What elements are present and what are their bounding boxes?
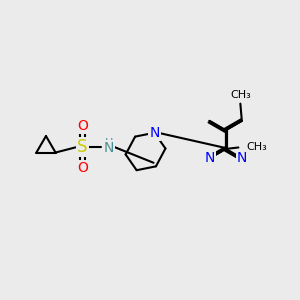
Text: N: N (237, 151, 247, 165)
Text: N: N (104, 141, 114, 155)
Text: O: O (77, 118, 88, 133)
Text: H: H (105, 139, 113, 148)
Text: CH₃: CH₃ (246, 142, 267, 152)
Text: N: N (204, 151, 214, 165)
Text: S: S (77, 138, 88, 156)
Text: O: O (77, 161, 88, 176)
Text: CH₃: CH₃ (230, 90, 251, 100)
Text: N: N (149, 126, 160, 140)
